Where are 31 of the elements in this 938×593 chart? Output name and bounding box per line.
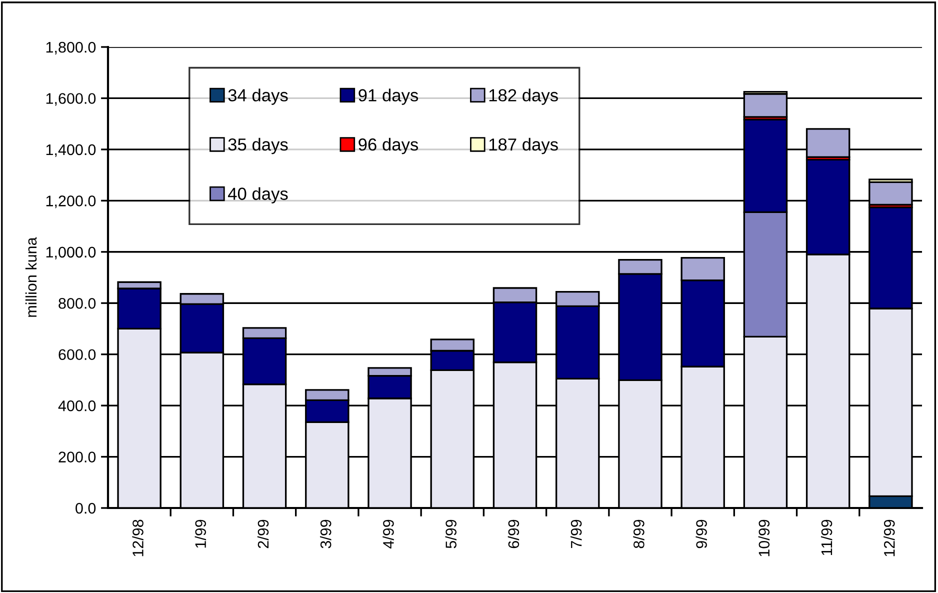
y-tick-label: 1,400.0 bbox=[46, 144, 96, 157]
x-tick-label: 2/99 bbox=[257, 520, 269, 548]
y-tick-label: 1,800.0 bbox=[46, 42, 96, 54]
y-tick-label: 1,000.0 bbox=[46, 246, 96, 260]
y-tick-label: 1,200.0 bbox=[46, 196, 96, 208]
x-tick-label: 4/99 bbox=[382, 520, 394, 548]
y-axis-title: million kuna bbox=[25, 237, 37, 317]
legend-label: 40 days bbox=[228, 187, 288, 204]
legend-label: 34 days bbox=[228, 88, 288, 105]
x-tick-label: 10/99 bbox=[758, 520, 770, 556]
y-tick-label: 200.0 bbox=[58, 452, 96, 462]
y-tick-label: 600.0 bbox=[58, 349, 96, 360]
y-tick-label: 1,600.0 bbox=[46, 93, 96, 106]
x-tick-label: 6/99 bbox=[508, 520, 520, 548]
x-tick-label: 8/99 bbox=[633, 520, 644, 548]
x-tick-label: 5/99 bbox=[445, 520, 456, 548]
legend-label: 182 days bbox=[489, 88, 558, 105]
x-tick-label: 12/98 bbox=[132, 520, 144, 556]
legend-label: 91 days bbox=[358, 88, 418, 105]
legend-label: 35 days bbox=[228, 138, 288, 154]
x-tick-label: 7/99 bbox=[570, 520, 582, 548]
legend-label: 96 days bbox=[358, 138, 418, 154]
x-tick-label: 1/99 bbox=[194, 520, 206, 548]
x-tick-label: 11/99 bbox=[820, 520, 832, 556]
y-tick-label: 800.0 bbox=[58, 298, 96, 309]
y-tick-label: 0.0 bbox=[76, 502, 96, 514]
x-tick-label: 3/99 bbox=[320, 520, 332, 548]
x-tick-label: 12/99 bbox=[884, 520, 895, 556]
y-tick-label: 400.0 bbox=[58, 400, 96, 412]
x-tick-label: 9/99 bbox=[696, 520, 707, 548]
legend-label: 187 days bbox=[489, 138, 558, 154]
